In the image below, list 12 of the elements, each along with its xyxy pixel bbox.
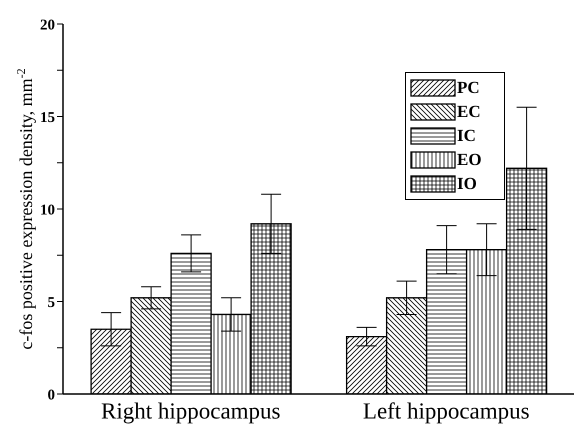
y-tick-label: 15: [40, 110, 55, 126]
x-tick-label: Left hippocampus: [362, 398, 530, 424]
x-tick-label: Right hippocampus: [100, 398, 281, 424]
y-tick-label: 0: [48, 387, 55, 404]
legend-label: IO: [457, 174, 477, 194]
legend-label: IC: [457, 126, 476, 146]
y-tick-label: 20: [40, 17, 55, 34]
y-tick-label: 5: [48, 294, 55, 311]
y-tick-label: 10: [40, 202, 55, 218]
legend-label: EO: [457, 150, 482, 170]
legend-label: PC: [457, 78, 480, 98]
legend-label: EC: [457, 102, 481, 122]
